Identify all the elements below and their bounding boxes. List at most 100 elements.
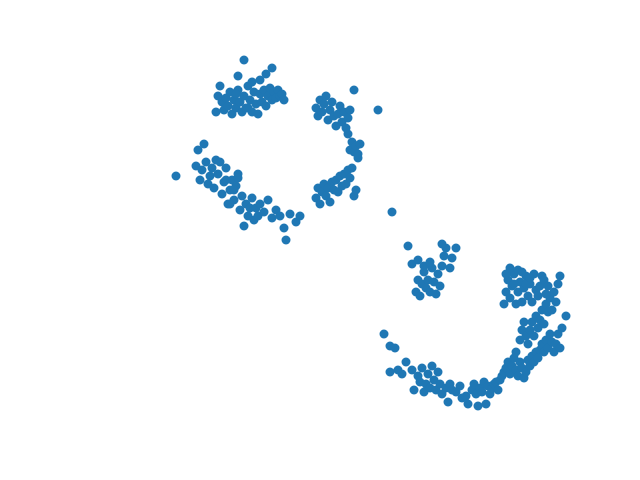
scatter-point-165	[207, 163, 217, 173]
scatter-point-153	[403, 241, 413, 251]
scatter-point-221	[345, 173, 355, 183]
scatter-point-77	[561, 311, 571, 321]
scatter-point-143	[437, 261, 447, 271]
scatter-point-248	[341, 123, 351, 133]
scatter-point-6	[401, 357, 411, 367]
scatter-point-295	[231, 89, 241, 99]
scatter-point-224	[351, 185, 361, 195]
scatter-point-197	[285, 209, 295, 219]
scatter-point-199	[295, 211, 305, 221]
scatter-point-287	[279, 95, 289, 105]
scatter-point-278	[261, 101, 271, 111]
scatter-point-2	[390, 343, 400, 353]
scatter-point-181	[239, 221, 249, 231]
scatter-point-154	[437, 239, 447, 249]
scatter-point-288	[233, 71, 243, 81]
scatter-point-125	[509, 279, 519, 289]
scatter-point-103	[505, 293, 515, 303]
scatter-point-97	[551, 297, 561, 307]
scatter-point-147	[447, 253, 457, 263]
scatter-point-189	[255, 199, 265, 209]
scatter-point-252	[373, 105, 383, 115]
scatter-point-179	[235, 205, 245, 215]
scatter-point-238	[321, 91, 331, 101]
scatter-point-11	[417, 363, 427, 373]
scatter-point-142	[435, 281, 445, 291]
scatter-point-201	[229, 185, 239, 195]
scatter-point-293	[267, 63, 277, 73]
scatter-point-194	[275, 211, 285, 221]
scatter-point-290	[247, 77, 257, 87]
scatter-point-109	[517, 297, 527, 307]
scatter-point-249	[343, 113, 353, 123]
scatter-point-255	[215, 81, 225, 91]
scatter-point-83	[523, 339, 533, 349]
scatter-point-294	[243, 103, 253, 113]
scatter-point-132	[415, 291, 425, 301]
scatter-point-172	[221, 163, 231, 173]
scatter-point-29	[461, 391, 471, 401]
scatter-point-100	[499, 299, 509, 309]
scatter-point-96	[549, 287, 559, 297]
scatter-point-222	[347, 163, 357, 173]
scatter-point-129	[525, 273, 535, 283]
scatter-point-250	[345, 105, 355, 115]
scatter-point-144	[439, 251, 449, 261]
scatter-point-30	[463, 399, 473, 409]
scatter-point-5	[397, 369, 407, 379]
scatter-point-164	[205, 171, 215, 181]
scatter-points	[171, 55, 571, 411]
scatter-point-251	[349, 85, 359, 95]
scatter-point-195	[279, 223, 289, 233]
scatter-point-202	[233, 173, 243, 183]
scatter-point-7	[407, 365, 417, 375]
scatter-point-192	[267, 213, 277, 223]
scatter-point-76	[557, 323, 567, 333]
scatter-point-274	[253, 109, 263, 119]
scatter-point-3	[385, 367, 395, 377]
scatter-point-237	[319, 99, 329, 109]
scatter-point-44	[493, 385, 503, 395]
scatter-point-124	[505, 263, 515, 273]
scatter-point-16	[427, 361, 437, 371]
scatter-point-211	[325, 197, 335, 207]
scatter-point-14	[423, 369, 433, 379]
scatter-point-292	[261, 69, 271, 79]
scatter-point-289	[239, 55, 249, 65]
scatter-point-38	[481, 399, 491, 409]
scatter-point-95	[547, 305, 557, 315]
scatter-point-122	[543, 281, 553, 291]
scatter-point-70	[545, 329, 555, 339]
scatter-point-148	[451, 243, 461, 253]
scatter-point-231	[355, 139, 365, 149]
scatter-point-81	[519, 317, 529, 327]
scatter-point-78	[511, 347, 521, 357]
scatter-point-75	[555, 343, 565, 353]
scatter-point-141	[433, 269, 443, 279]
scatter-point-140	[431, 289, 441, 299]
scatter-point-0	[379, 329, 389, 339]
scatter-point-180	[237, 191, 247, 201]
scatter-point-236	[317, 107, 327, 117]
scatter-point-185	[247, 193, 257, 203]
scatter-point-155	[387, 207, 397, 217]
scatter-point-291	[255, 75, 265, 85]
scatter-point-170	[217, 189, 227, 199]
scatter-point-150	[413, 255, 423, 265]
scatter-point-160	[197, 165, 207, 175]
scatter-point-166	[209, 183, 219, 193]
scatter-point-230	[353, 149, 363, 159]
scatter-point-8	[409, 385, 419, 395]
scatter-point-196	[281, 235, 291, 245]
scatter-point-86	[529, 331, 539, 341]
scatter-point-36	[477, 387, 487, 397]
scatter-point-156	[171, 171, 181, 181]
scatter-point-23	[443, 397, 453, 407]
scatter-point-121	[541, 289, 551, 299]
scatter-point-98	[553, 279, 563, 289]
scatter-point-169	[215, 157, 225, 167]
scatter-point-99	[555, 271, 565, 281]
scatter-point-203	[221, 175, 231, 185]
scatter-point-241	[327, 97, 337, 107]
